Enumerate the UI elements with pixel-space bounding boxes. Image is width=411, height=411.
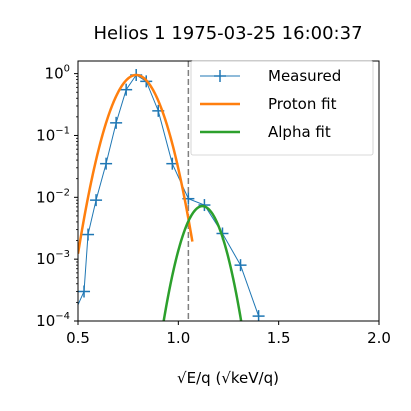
x-axis-label: √E/q (√keV/q) <box>177 369 279 387</box>
x-label-sqrt-glyph: √ <box>177 369 187 387</box>
legend: Measured Proton fit Alpha fit <box>190 60 374 156</box>
legend-label: Alpha fit <box>268 123 331 141</box>
series-layer <box>78 69 265 321</box>
y-tick-base: 10 <box>36 126 55 144</box>
series-alpha-fit <box>162 204 243 321</box>
data-point <box>100 157 113 170</box>
fit-curve-line <box>162 204 243 321</box>
y-tick-label: 10−4 <box>36 311 70 330</box>
data-point <box>90 194 103 207</box>
y-tick-label: 100 <box>45 64 70 83</box>
legend-item-proton-fit: Proton fit <box>200 95 337 113</box>
x-label-unit-close: ) <box>273 369 279 387</box>
fit-curve-line <box>78 73 194 254</box>
data-point <box>82 228 95 241</box>
y-tick-exponent: −3 <box>55 249 70 260</box>
legend-label: Measured <box>268 67 341 85</box>
data-point <box>252 310 265 321</box>
series-proton-fit <box>78 73 194 254</box>
y-tick-base: 10 <box>36 250 55 268</box>
x-label-unit-open: ( <box>215 369 221 387</box>
measured-line <box>78 74 260 317</box>
x-tick-label: 0.5 <box>66 329 90 347</box>
legend-item-alpha-fit: Alpha fit <box>200 123 331 141</box>
chart-title: Helios 1 1975-03-25 16:00:37 <box>93 23 362 44</box>
y-tick-label: 10−3 <box>36 249 70 268</box>
y-tick-exponent: −2 <box>55 187 70 198</box>
data-point <box>110 116 123 129</box>
y-tick-label: 10−1 <box>36 125 70 144</box>
x-label-unit-sqrt-glyph: √ <box>221 369 231 387</box>
data-point <box>198 199 211 212</box>
y-tick-base: 10 <box>36 188 55 206</box>
x-tick-label: 1.5 <box>267 329 291 347</box>
data-point <box>120 83 133 96</box>
data-point <box>78 285 91 298</box>
legend-items: Measured Proton fit Alpha fit <box>200 67 341 141</box>
legend-label: Proton fit <box>268 95 337 113</box>
y-tick-exponent: 0 <box>64 64 70 75</box>
y-tick-exponent: −1 <box>55 125 70 136</box>
legend-item-measured: Measured <box>200 67 341 85</box>
x-label-main: E/q <box>187 369 211 387</box>
y-tick-exponent: −4 <box>55 311 70 322</box>
y-tick-base: 10 <box>36 312 55 330</box>
x-label-unit: keV/q <box>231 369 273 387</box>
data-point <box>234 259 247 272</box>
x-tick-label: 2.0 <box>367 329 391 347</box>
x-tick-label: 1.0 <box>166 329 190 347</box>
y-tick-base: 10 <box>45 65 64 83</box>
y-tick-label: 10−2 <box>36 187 70 206</box>
plot-area <box>78 61 265 321</box>
